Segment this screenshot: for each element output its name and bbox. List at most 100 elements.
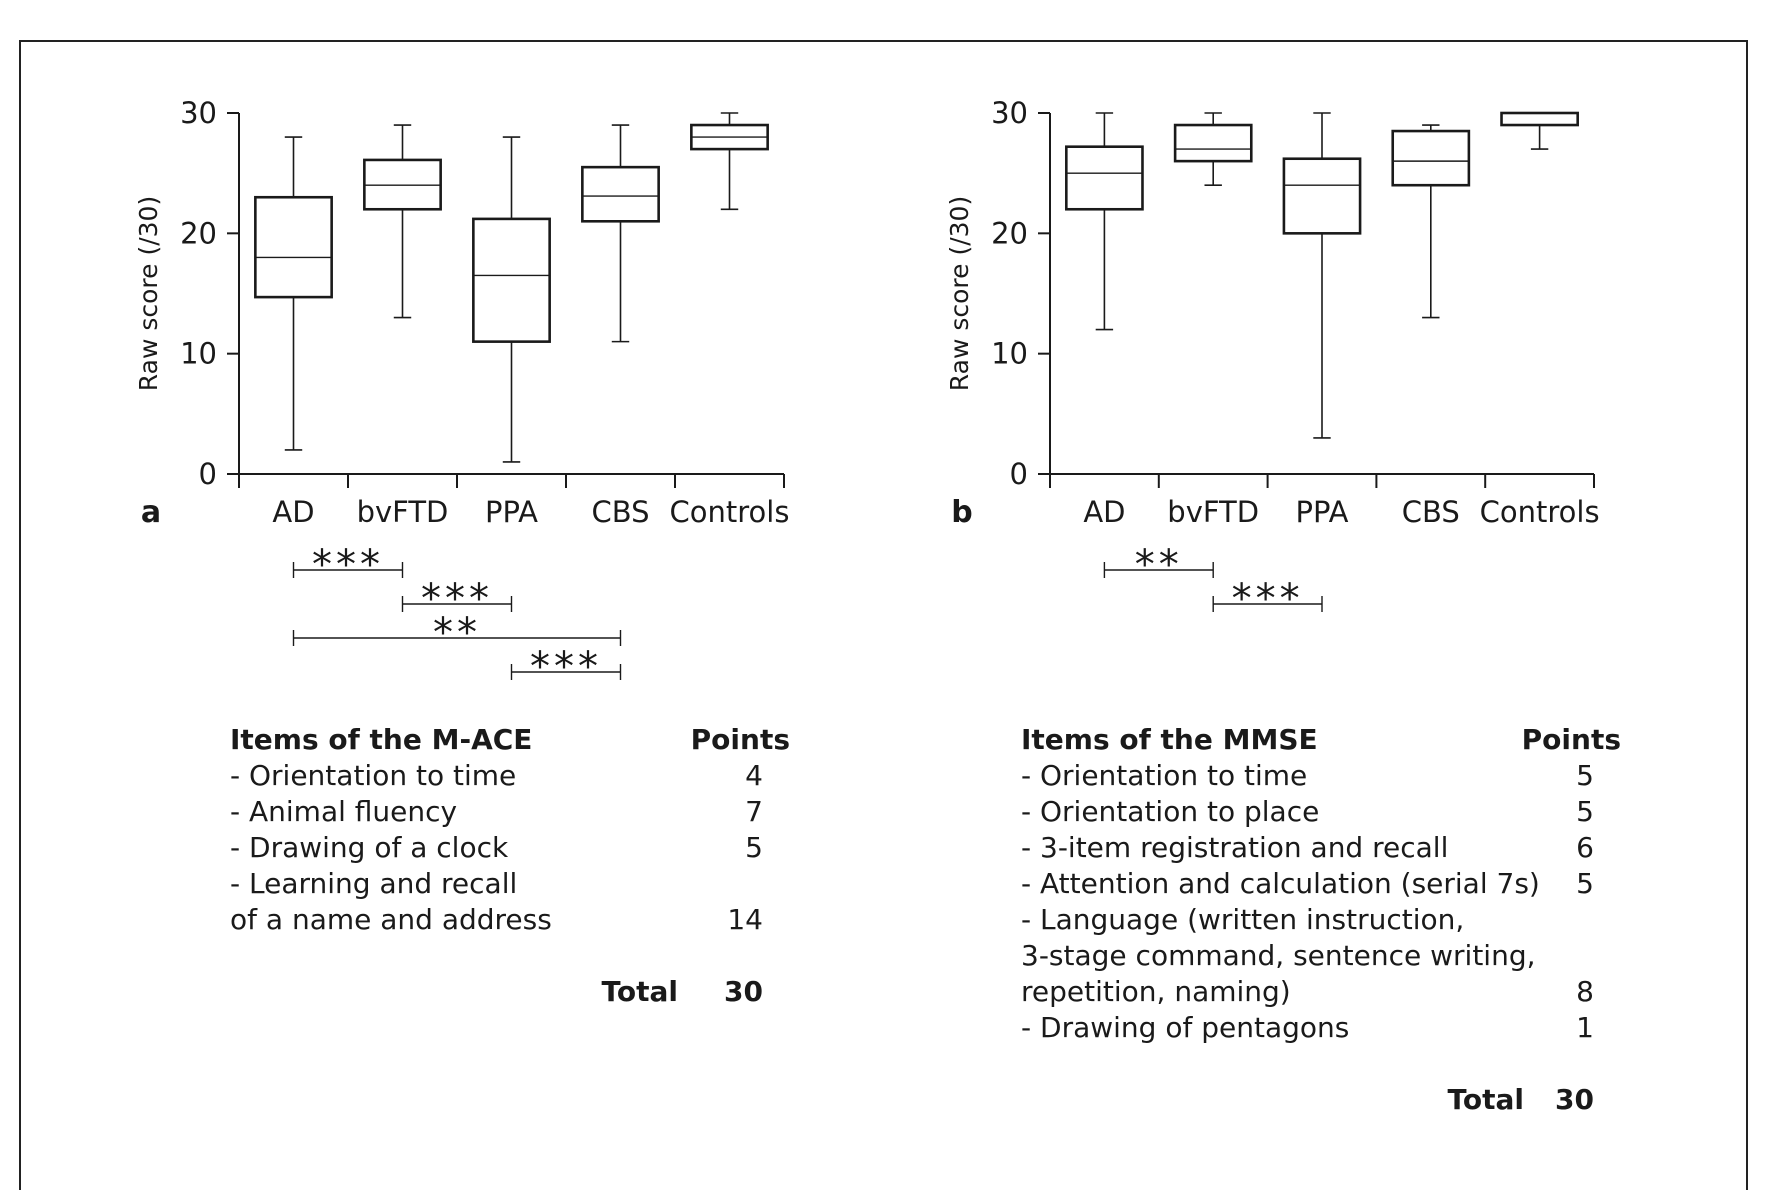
significance-bracket: *** [510, 644, 622, 690]
significance-label: *** [421, 576, 493, 622]
panel-label: a [141, 495, 161, 530]
mmse-item-points: 6 [1576, 831, 1594, 864]
x-tick-label: PPA [1296, 495, 1349, 529]
mmse-items-table: Items of the MMSE Points - Orientation t… [1021, 722, 1621, 1118]
mace-table-row: of a name and address 14 [230, 902, 790, 938]
x-tick-label: CBS [591, 495, 649, 529]
significance-label: *** [312, 542, 384, 588]
y-tick-label: 10 [991, 337, 1028, 371]
mmse-points-heading: Points [1521, 723, 1621, 756]
significance-label: *** [1232, 576, 1304, 622]
panel-b-chart: 0 10 20 30 Raw score (/30) AD bvFTD PPA CBS Contr… [945, 96, 1600, 622]
mmse-total-value: 30 [1555, 1083, 1594, 1116]
iqr-box [1282, 157, 1362, 235]
mace-total-row: Total 30 [230, 974, 790, 1010]
mace-table-row: - Drawing of a clock 5 [230, 830, 790, 866]
mmse-table-row: - Drawing of pentagons 1 [1021, 1010, 1621, 1046]
iqr-box [1065, 145, 1144, 211]
x-tick-label: PPA [485, 495, 538, 529]
mmse-item-label: - Orientation to time [1021, 759, 1308, 792]
mace-item-label: of a name and address [230, 903, 552, 936]
panel-label: b [951, 495, 972, 530]
mmse-total-row: Total 30 [1021, 1082, 1621, 1118]
box-bvftd [1173, 112, 1253, 186]
mace-table-header: Items of the M-ACE Points [230, 722, 790, 758]
iqr-box [1391, 129, 1471, 187]
mace-item-points: 7 [745, 795, 763, 828]
mace-item-points: 5 [745, 831, 763, 864]
x-tick-label: bvFTD [1167, 495, 1259, 529]
box-ad [254, 136, 333, 451]
x-tick-label: AD [272, 495, 314, 529]
x-tick-label: Controls [670, 495, 790, 529]
mmse-table-heading: Items of the MMSE [1021, 723, 1318, 756]
mmse-item-label: repetition, naming) [1021, 975, 1291, 1008]
mmse-item-label: - Attention and calculation (serial 7s) [1021, 867, 1540, 900]
mace-item-points: 14 [727, 903, 763, 936]
y-tick-label: 10 [180, 337, 217, 371]
box-controls [690, 112, 769, 211]
mmse-table-row: repetition, naming) 8 [1021, 974, 1621, 1010]
figure-frame [19, 40, 1748, 1190]
mmse-table-row: - Orientation to place 5 [1021, 794, 1621, 830]
significance-label: *** [530, 644, 602, 690]
y-axis-label: Raw score (/30) [134, 196, 163, 391]
x-tick-label: CBS [1402, 495, 1460, 529]
box-cbs [581, 124, 660, 343]
mace-table-row: - Orientation to time 4 [230, 758, 790, 794]
mace-item-label: - Drawing of a clock [230, 831, 509, 864]
mace-points-heading: Points [690, 723, 790, 756]
mmse-item-points: 5 [1576, 867, 1594, 900]
mace-table-row: - Animal fluency 7 [230, 794, 790, 830]
significance-label: ** [1135, 542, 1183, 588]
mmse-item-points: 8 [1576, 975, 1594, 1008]
x-tick-label: AD [1083, 495, 1125, 529]
mmse-table-row: - Attention and calculation (serial 7s) 5 [1021, 866, 1621, 902]
panel-a-chart: 0 10 20 30 Raw score (/30) AD bvFTD PPA CBS Contr… [134, 96, 789, 690]
y-tick-label: 20 [991, 216, 1028, 250]
box-controls [1500, 111, 1579, 150]
mace-item-label: - Learning and recall [230, 867, 518, 900]
significance-label: ** [433, 610, 481, 656]
mmse-item-points: 5 [1576, 759, 1594, 792]
box-ad [1065, 112, 1144, 331]
iqr-box [1173, 123, 1253, 163]
mace-item-label: - Animal fluency [230, 795, 458, 828]
mace-total-value: 30 [724, 975, 763, 1008]
mmse-item-label: - Language (written instruction, [1021, 903, 1465, 936]
mmse-item-label: - Orientation to place [1021, 795, 1320, 828]
mmse-table-row: - Orientation to time 5 [1021, 758, 1621, 794]
y-tick-label: 30 [991, 96, 1028, 130]
mmse-item-label: 3-stage command, sentence writing, [1021, 939, 1536, 972]
iqr-box [1500, 111, 1579, 127]
y-axis-label: Raw score (/30) [945, 196, 974, 391]
significance-bracket: ** [292, 610, 622, 656]
mace-items-table: Items of the M-ACE Points - Orientation … [230, 722, 790, 1010]
mmse-item-points: 5 [1576, 795, 1594, 828]
mmse-table-row: - 3-item registration and recall 6 [1021, 830, 1621, 866]
boxplot-figure: 0 10 20 30 Raw score (/30) AD bvFTD PPA CBS Contr… [134, 96, 1600, 690]
x-tick-label: Controls [1480, 495, 1600, 529]
box-ppa [1282, 112, 1362, 439]
iqr-box [254, 195, 333, 299]
mmse-item-label: - Drawing of pentagons [1021, 1011, 1350, 1044]
y-tick-label: 0 [1010, 457, 1028, 491]
box-ppa [472, 136, 551, 463]
mmse-item-label: - 3-item registration and recall [1021, 831, 1449, 864]
box-cbs [1391, 124, 1471, 319]
y-tick-label: 20 [180, 216, 217, 250]
iqr-box [581, 165, 660, 223]
mace-item-points: 4 [745, 759, 763, 792]
mace-total-label: Total [601, 975, 679, 1008]
x-tick-label: bvFTD [357, 495, 449, 529]
mace-table-row: - Learning and recall [230, 866, 790, 902]
significance-bracket: *** [401, 576, 513, 622]
mmse-table-header: Items of the MMSE Points [1021, 722, 1621, 758]
iqr-box [472, 217, 551, 343]
mace-item-label: - Orientation to time [230, 759, 517, 792]
mmse-table-row: - Language (written instruction, [1021, 902, 1621, 938]
box-bvftd [363, 124, 442, 319]
y-tick-label: 30 [180, 96, 217, 130]
mmse-table-row: 3-stage command, sentence writing, [1021, 938, 1621, 974]
mace-table-heading: Items of the M-ACE [230, 723, 533, 756]
